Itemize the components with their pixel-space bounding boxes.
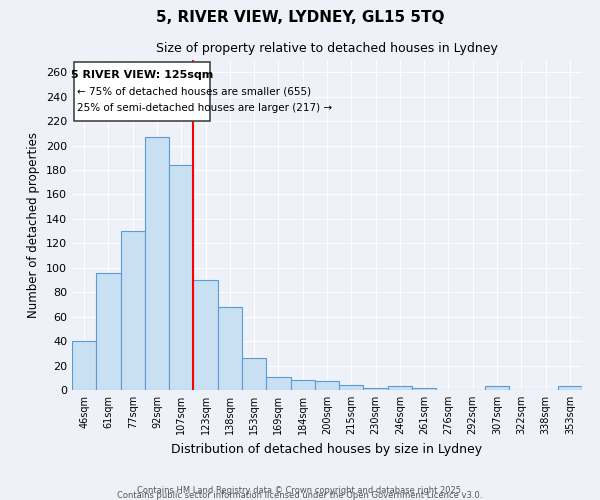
Title: Size of property relative to detached houses in Lydney: Size of property relative to detached ho…	[156, 42, 498, 54]
Text: 25% of semi-detached houses are larger (217) →: 25% of semi-detached houses are larger (…	[77, 103, 332, 113]
Bar	[193, 280, 218, 390]
Bar	[485, 386, 509, 390]
Bar	[121, 231, 145, 390]
Bar	[315, 382, 339, 390]
Bar	[242, 358, 266, 390]
FancyBboxPatch shape	[74, 62, 211, 121]
Bar	[218, 307, 242, 390]
Bar	[388, 386, 412, 390]
Text: ← 75% of detached houses are smaller (655): ← 75% of detached houses are smaller (65…	[77, 87, 311, 97]
Bar	[266, 376, 290, 390]
Text: 5, RIVER VIEW, LYDNEY, GL15 5TQ: 5, RIVER VIEW, LYDNEY, GL15 5TQ	[156, 10, 444, 25]
Bar	[169, 165, 193, 390]
Bar	[364, 388, 388, 390]
Bar	[412, 388, 436, 390]
Text: 5 RIVER VIEW: 125sqm: 5 RIVER VIEW: 125sqm	[71, 70, 214, 80]
X-axis label: Distribution of detached houses by size in Lydney: Distribution of detached houses by size …	[172, 442, 482, 456]
Text: Contains HM Land Registry data © Crown copyright and database right 2025.: Contains HM Land Registry data © Crown c…	[137, 486, 463, 495]
Bar	[72, 341, 96, 390]
Text: Contains public sector information licensed under the Open Government Licence v3: Contains public sector information licen…	[118, 490, 482, 500]
Bar	[145, 137, 169, 390]
Y-axis label: Number of detached properties: Number of detached properties	[28, 132, 40, 318]
Bar	[96, 272, 121, 390]
Bar	[558, 386, 582, 390]
Bar	[339, 385, 364, 390]
Bar	[290, 380, 315, 390]
